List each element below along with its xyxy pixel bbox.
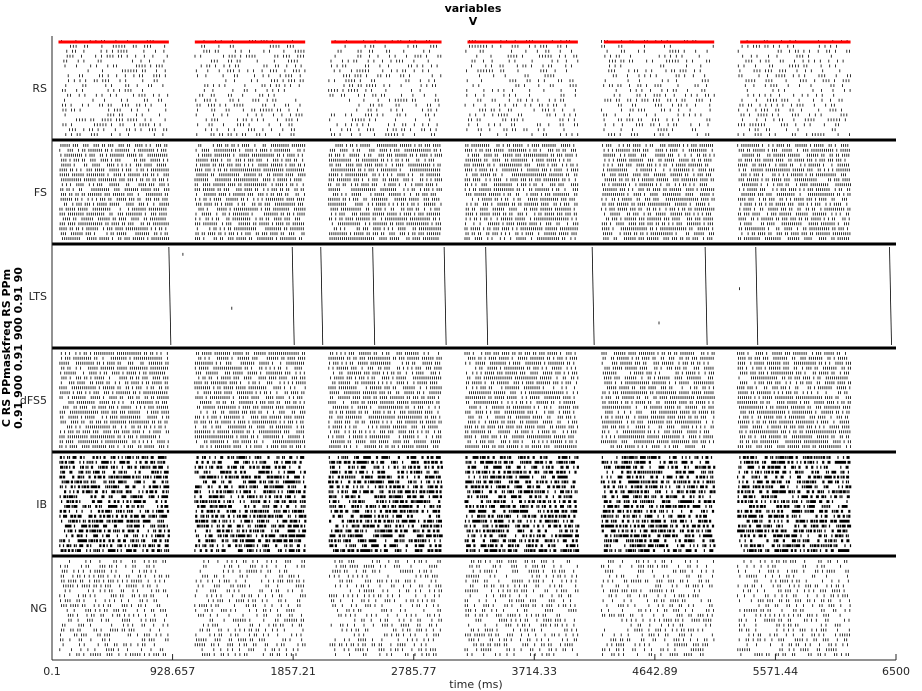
population-label-dfs5: dFS5 — [20, 394, 47, 407]
spike-raster-lts — [182, 252, 740, 325]
population-label-ib: IB — [36, 498, 47, 511]
population-label-ng: NG — [30, 602, 47, 615]
figure-title-line-2: V — [469, 15, 478, 28]
lts-volley-line-8 — [704, 246, 708, 346]
lts-volley-line-1 — [168, 246, 172, 346]
spike-raster-fs — [59, 144, 851, 240]
raster-plot-area — [59, 40, 892, 656]
lts-volley-line-2 — [291, 246, 295, 346]
spike-raster-dfs5 — [59, 352, 851, 448]
raster-band-ng — [59, 560, 851, 656]
population-label-fs: FS — [34, 186, 47, 199]
raster-band-lts — [168, 246, 892, 346]
lts-volley-line-7 — [591, 246, 595, 346]
population-label-lts: LTS — [29, 290, 47, 303]
raster-band-fs — [59, 144, 851, 240]
x-tick-label-3: 1857.21 — [270, 665, 316, 678]
raster-band-dfs5 — [59, 352, 851, 448]
lts-volley-line-6 — [485, 246, 489, 346]
x-tick-label-6: 4642.89 — [632, 665, 678, 678]
y-axis-label-line-1: C RS PPmaskfreq RS PPm — [0, 269, 13, 427]
lts-volley-line-5 — [443, 246, 447, 346]
spike-raster-ng — [59, 560, 851, 656]
spike-raster-rs — [61, 40, 851, 136]
population-separators — [51, 36, 896, 661]
x-axis-label: time (ms) — [449, 678, 502, 691]
spike-raster-ib — [59, 456, 852, 552]
x-tick-label-7: 5571.44 — [753, 665, 799, 678]
x-tick-label-4: 2785.77 — [391, 665, 437, 678]
x-axis: 0.1 928.657 1857.21 2785.77 3714.33 4642.89 55… — [43, 654, 910, 678]
lts-volley-line-10 — [889, 246, 892, 346]
figure-title-line-1: variables — [445, 2, 502, 15]
x-tick-label-2: 928.657 — [150, 665, 196, 678]
x-tick-label-8: 6500 — [882, 665, 910, 678]
population-labels: RS FS LTS dFS5 IB NG — [20, 82, 47, 615]
lts-volley-line-3 — [320, 246, 324, 346]
y-axis-label-line-2: 0.91 900 0.91 900 0.91 90 — [12, 267, 25, 429]
raster-band-rs — [61, 40, 851, 136]
lts-volley-line-9 — [755, 246, 759, 346]
raster-band-ib — [59, 456, 852, 552]
lts-volley-line-4 — [372, 246, 376, 346]
x-tick-label-5: 3714.33 — [512, 665, 558, 678]
x-tick-label-1: 0.1 — [43, 665, 61, 678]
population-label-rs: RS — [32, 82, 47, 95]
